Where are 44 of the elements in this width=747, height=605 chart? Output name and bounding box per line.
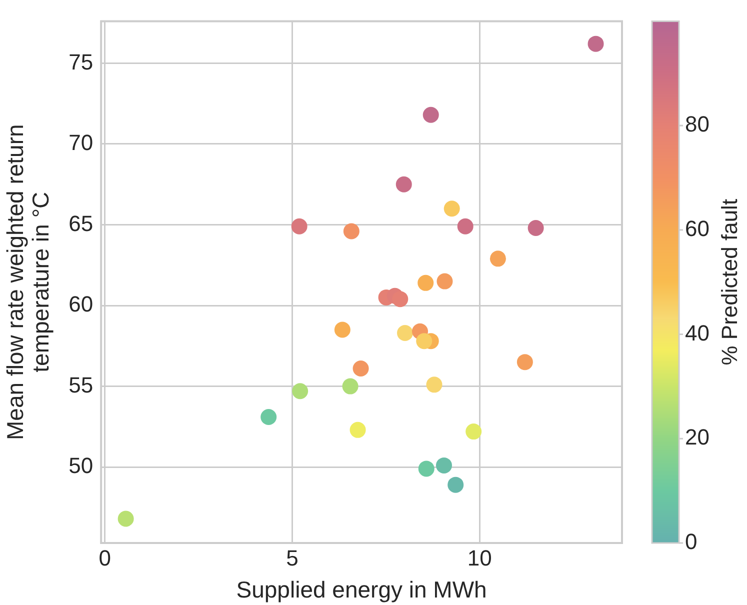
point — [291, 218, 308, 234]
y-tick-label: 60 — [68, 292, 94, 317]
point — [396, 176, 412, 192]
point — [588, 36, 604, 52]
point — [426, 376, 442, 393]
x-tick-label: 5 — [286, 545, 298, 570]
point — [392, 291, 408, 308]
point — [292, 383, 308, 400]
point — [490, 250, 506, 267]
y-tick-label: 55 — [68, 372, 94, 398]
x-axis-title: Supplied energy in MWh — [236, 576, 487, 603]
point — [448, 476, 464, 493]
point — [516, 354, 533, 370]
color-bar-label: 80 — [685, 112, 710, 137]
point — [334, 322, 350, 338]
point — [418, 274, 434, 291]
color-bar-label: 0 — [685, 529, 698, 554]
x-tick-label: 0 — [98, 545, 111, 570]
y-axis-title: Mean flow rate weighted return temperature in °C — [2, 124, 54, 440]
point — [350, 422, 366, 438]
point — [118, 510, 134, 527]
point — [466, 424, 482, 440]
y-tick-label: 65 — [68, 210, 94, 236]
y-tick-label: 70 — [68, 130, 94, 156]
color-bar-label: 20 — [685, 424, 710, 450]
x-tick-label: 10 — [467, 545, 492, 570]
point — [397, 324, 414, 341]
point — [436, 457, 452, 474]
point — [444, 200, 460, 217]
y-tick-label: 50 — [68, 453, 94, 478]
point — [436, 273, 453, 290]
y-tick-label: 75 — [68, 49, 94, 74]
point — [418, 460, 434, 477]
point — [260, 408, 277, 425]
color-bar-title: % Predicted fault — [717, 198, 742, 366]
point — [457, 218, 474, 234]
color-bar-label: 40 — [685, 320, 710, 346]
point — [352, 360, 369, 377]
point — [416, 333, 432, 350]
point — [422, 106, 439, 123]
point — [528, 220, 544, 236]
point — [343, 223, 360, 240]
point — [342, 378, 358, 394]
color-bar-label: 60 — [685, 216, 710, 241]
